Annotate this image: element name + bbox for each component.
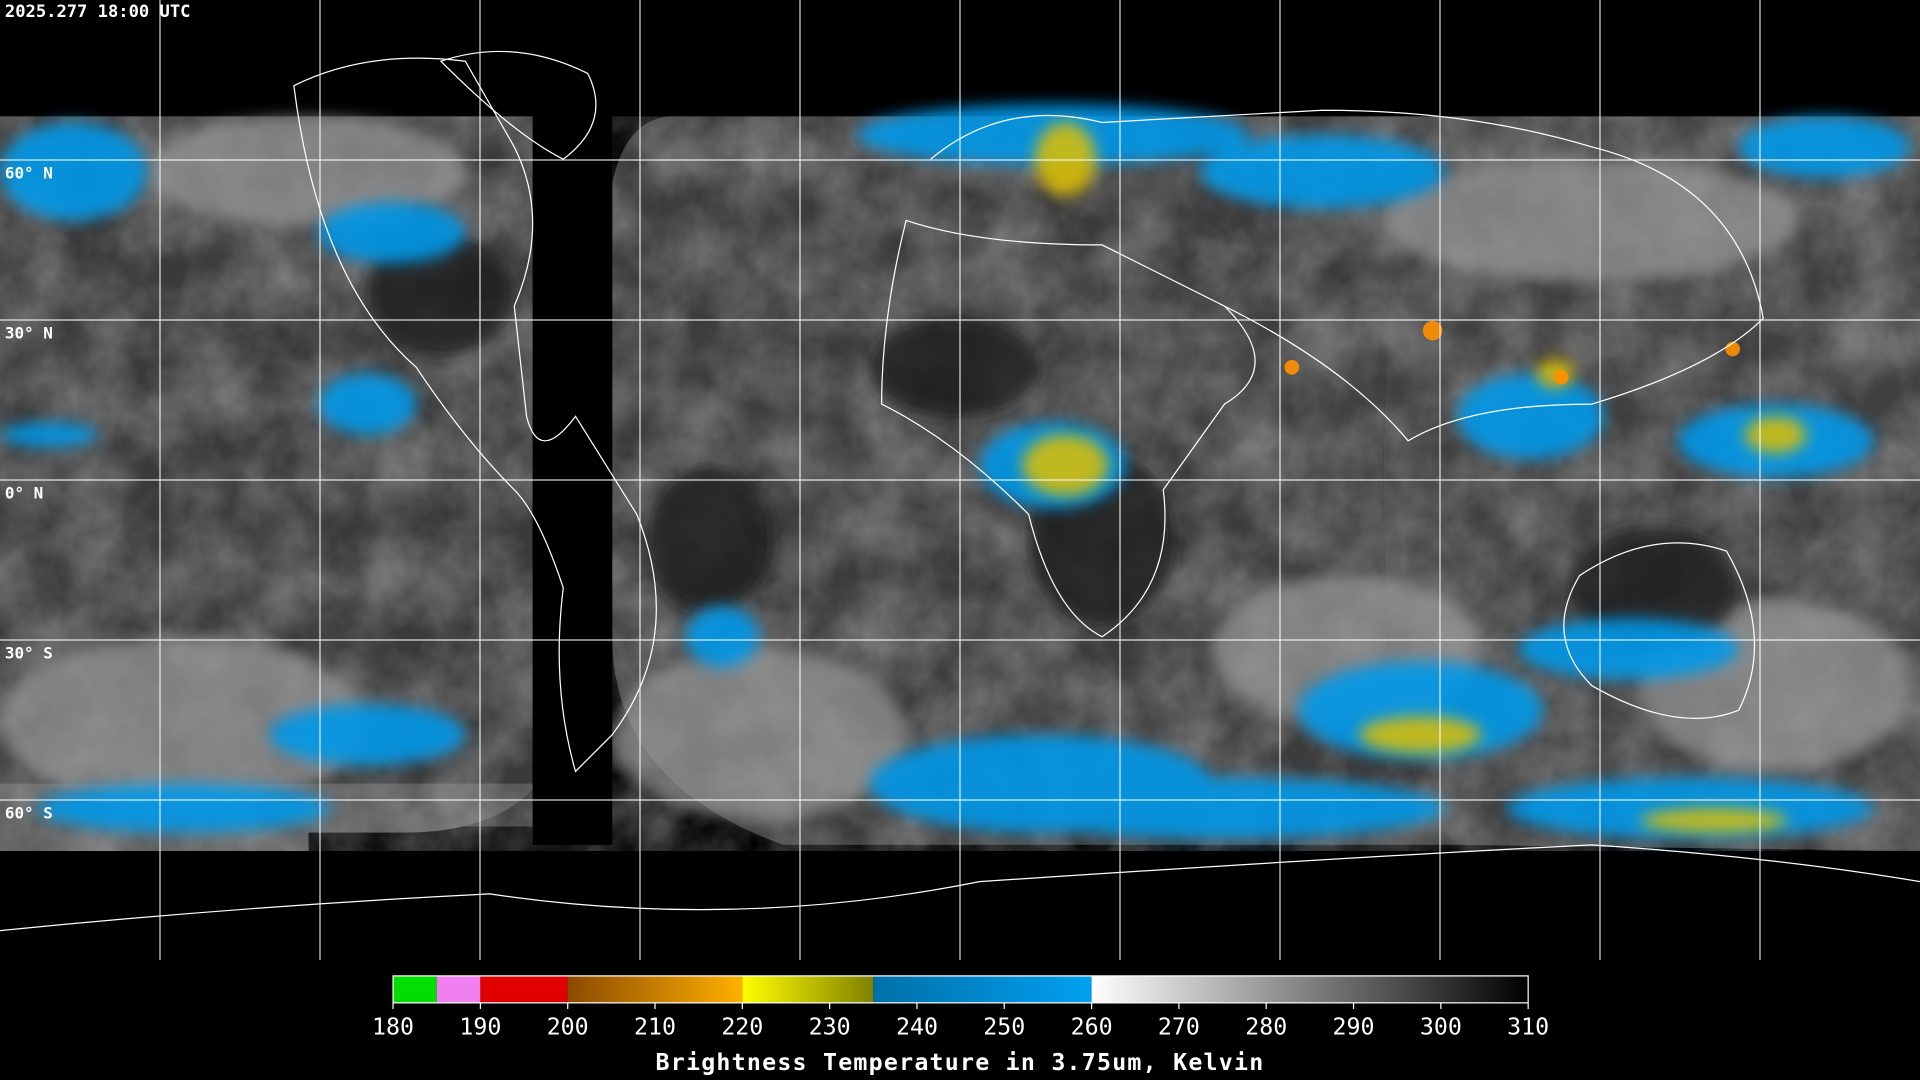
colorbar-segment [567, 975, 743, 1003]
colorbar-title: Brightness Temperature in 3.75um, Kelvin [656, 1049, 1265, 1076]
colorbar-segment [436, 975, 481, 1003]
colorbar-segment [1091, 975, 1529, 1003]
colorbar: 180 190 200 210 220 230 240 250 260 270 280 290 300 3… [372, 975, 1549, 1041]
colorbar-tick-label: 210 [634, 1014, 676, 1041]
timestamp: 2025.277 18:00 UTC [5, 2, 191, 22]
latitude-label: 60° N [5, 163, 53, 182]
coastlines [0, 50, 1920, 932]
colorbar-tick-label: 290 [1333, 1014, 1375, 1041]
colorbar-tick-label: 240 [896, 1014, 938, 1041]
colorbar-tick-label: 250 [983, 1014, 1025, 1041]
colorbar-segment [742, 975, 874, 1003]
colorbar-tick-label: 270 [1158, 1014, 1200, 1041]
colorbar-segment [393, 975, 437, 1003]
latitude-label: 30° S [5, 643, 53, 662]
colorbar-frame [392, 975, 1529, 1004]
latitude-labels: 60° N 30° N 0° N 30° S 60° S [5, 163, 53, 822]
colorbar-segment [480, 975, 568, 1003]
colorbar-tick-label: 260 [1071, 1014, 1113, 1041]
colorbar-tick-label: 220 [721, 1014, 763, 1041]
colorbar-tick-label: 280 [1245, 1014, 1287, 1041]
colorbar-tick-label: 310 [1507, 1014, 1549, 1041]
colorbar-tick-label: 190 [459, 1014, 501, 1041]
colorbar-tick-label: 300 [1420, 1014, 1462, 1041]
colorbar-tick-label: 200 [547, 1014, 589, 1041]
graticule [0, 0, 1920, 960]
colorbar-segment [873, 975, 1092, 1003]
colorbar-tick-label: 180 [372, 1014, 414, 1041]
latitude-label: 30° N [5, 323, 53, 342]
latitude-label: 60° S [5, 803, 53, 822]
colorbar-tick-label: 230 [809, 1014, 851, 1041]
latitude-label: 0° N [5, 483, 43, 502]
